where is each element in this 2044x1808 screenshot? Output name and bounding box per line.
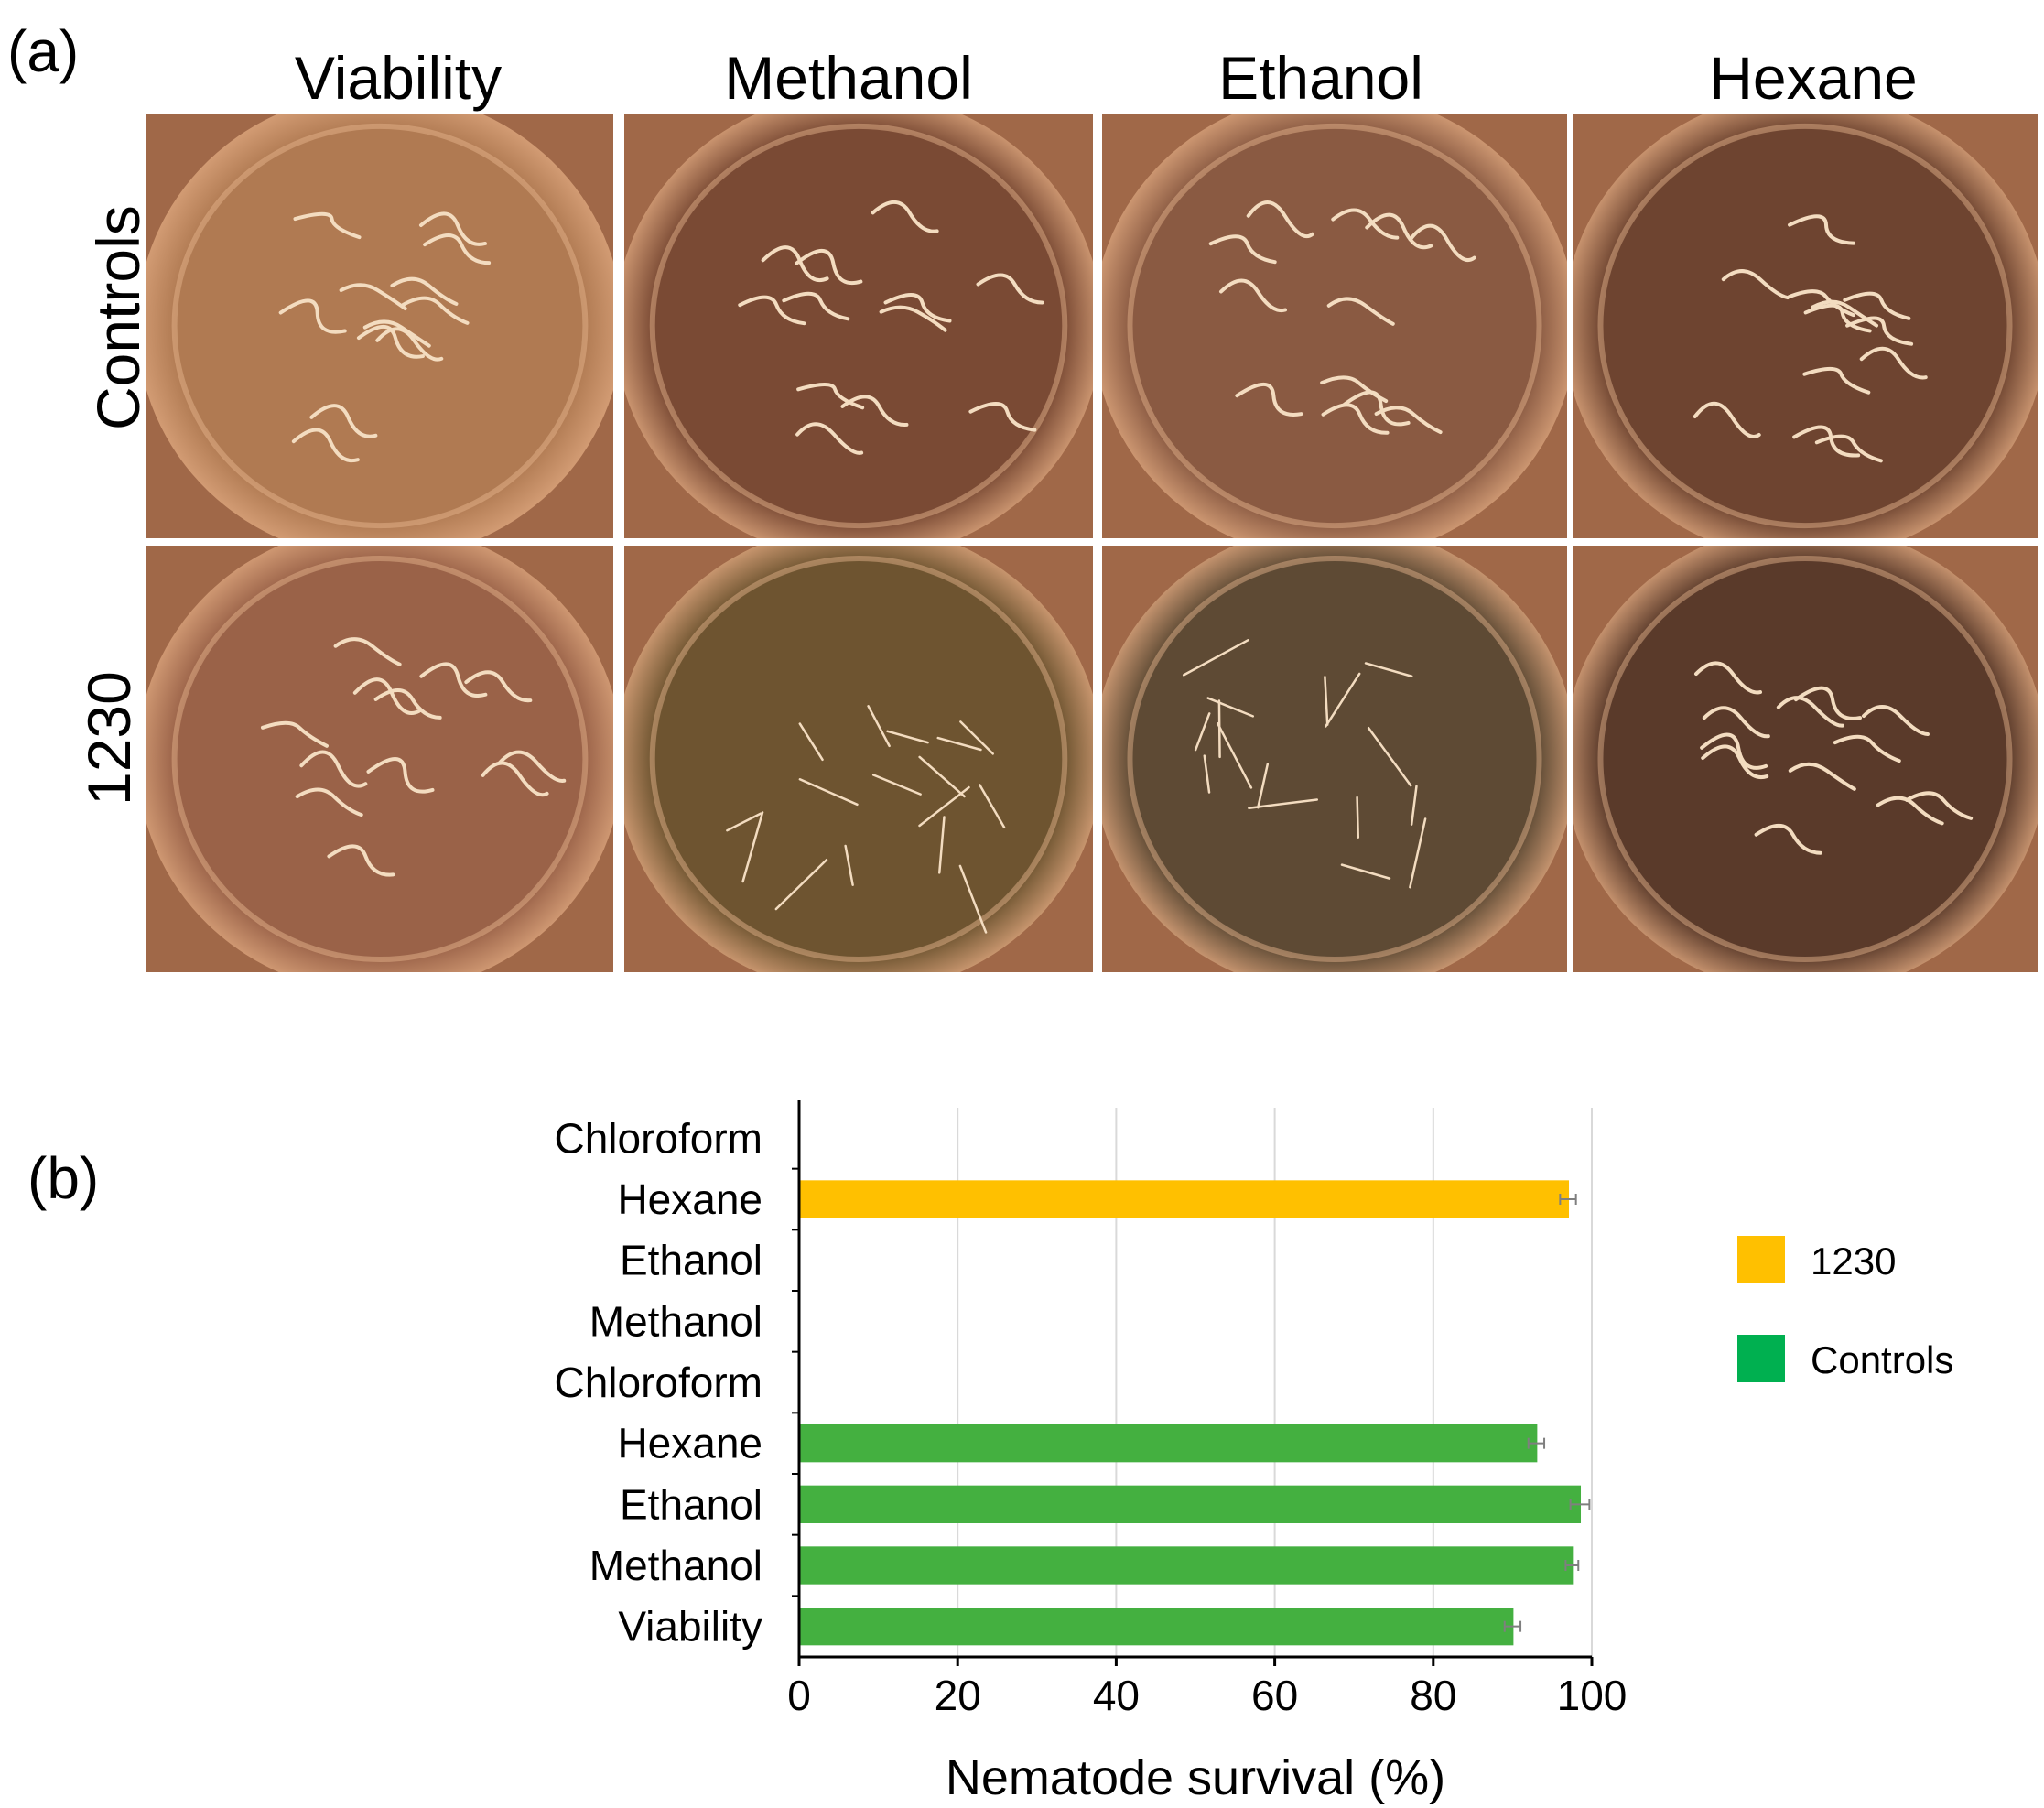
well-image-1230-methanol xyxy=(624,546,1093,972)
category-label-1230-ethanol: Ethanol xyxy=(620,1237,762,1284)
row-header-1230: 1230 xyxy=(75,671,143,806)
x-tick-label-80: 80 xyxy=(1410,1672,1456,1719)
category-label-controls-hexane: Hexane xyxy=(617,1420,762,1467)
x-tick-label-60: 60 xyxy=(1251,1672,1298,1719)
panel-a-label: (a) xyxy=(7,18,80,84)
bar-controls-hexane xyxy=(800,1424,1538,1463)
category-label-controls-ethanol: Ethanol xyxy=(620,1480,762,1528)
category-label-controls-chloroform: Chloroform xyxy=(554,1359,762,1406)
category-label-1230-methanol: Methanol xyxy=(589,1297,762,1345)
category-label-controls-viability: Viability xyxy=(618,1603,762,1651)
legend-swatch-1230 xyxy=(1737,1236,1785,1283)
x-axis-title: Nematode survival (%) xyxy=(946,1750,1445,1805)
column-header-methanol: Methanol xyxy=(724,44,973,112)
column-header-hexane: Hexane xyxy=(1709,44,1918,112)
well-image-controls-methanol xyxy=(624,114,1093,538)
column-header-viability: Viability xyxy=(294,44,503,112)
bar-1230-hexane xyxy=(800,1180,1570,1218)
category-label-1230-hexane: Hexane xyxy=(617,1175,762,1223)
x-tick-label-100: 100 xyxy=(1557,1672,1628,1719)
well-image-1230-hexane xyxy=(1573,546,2038,972)
legend-label-controls: Controls xyxy=(1811,1338,1953,1381)
bar-controls-ethanol xyxy=(800,1485,1582,1523)
legend-label-1230: 1230 xyxy=(1811,1240,1896,1283)
panel-b-label: (b) xyxy=(27,1145,100,1211)
bars xyxy=(800,1180,1591,1646)
well-image-1230-viability xyxy=(146,546,613,972)
well-image-controls-hexane xyxy=(1573,114,2038,538)
well-image-controls-viability xyxy=(146,114,613,538)
legend-swatch-controls xyxy=(1737,1335,1785,1382)
well-image-controls-ethanol xyxy=(1102,114,1567,538)
bar-controls-methanol xyxy=(800,1546,1574,1585)
well-image-1230-ethanol xyxy=(1102,546,1567,972)
axes: 0 20 40 60 80 100 Nematode survival (%) xyxy=(787,1100,1627,1805)
row-header-controls: Controls xyxy=(84,205,152,430)
x-tick-label-40: 40 xyxy=(1093,1672,1140,1719)
x-tick-label-0: 0 xyxy=(787,1672,811,1719)
legend: 1230 Controls xyxy=(1737,1236,1953,1382)
bar-controls-viability xyxy=(800,1608,1514,1646)
category-label-1230-chloroform: Chloroform xyxy=(554,1114,762,1162)
category-label-controls-methanol: Methanol xyxy=(589,1542,762,1589)
survival-bar-chart: 0 20 40 60 80 100 Nematode survival (%) Chloro… xyxy=(554,1100,1953,1805)
column-header-ethanol: Ethanol xyxy=(1218,44,1423,112)
x-tick-label-20: 20 xyxy=(935,1672,981,1719)
category-labels: Chloroform Hexane Ethanol Methanol Chlorofor… xyxy=(554,1114,762,1650)
